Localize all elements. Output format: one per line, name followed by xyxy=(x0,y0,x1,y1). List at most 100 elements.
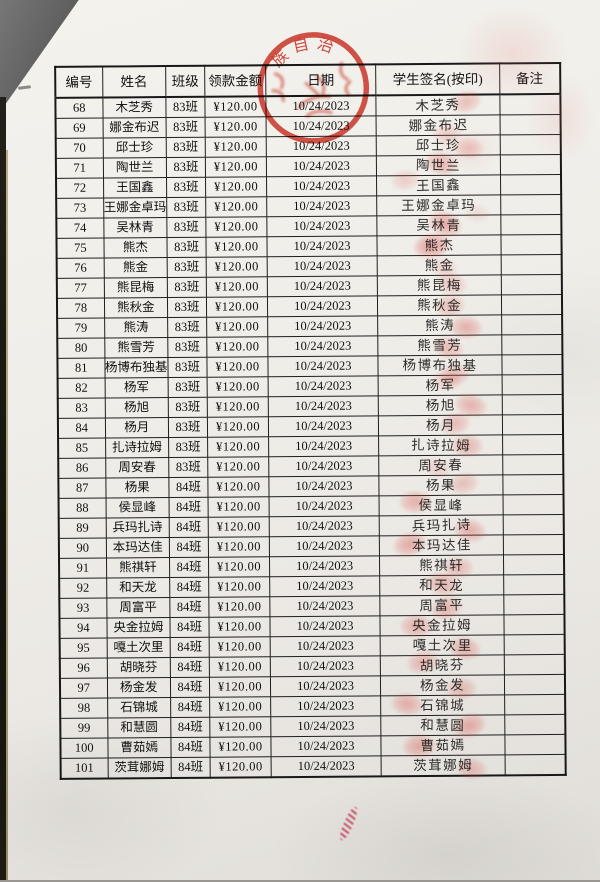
handwritten-signature: 熊昆梅 xyxy=(416,277,462,293)
cell-number: 76 xyxy=(56,258,104,279)
cell-amount: ¥120.00 xyxy=(207,416,269,438)
cell-class: 83班 xyxy=(168,417,208,438)
cell-date: 10/24/2023 xyxy=(266,215,377,237)
cell-number: 91 xyxy=(59,558,107,579)
cell-note xyxy=(501,354,563,375)
cell-amount: ¥120.00 xyxy=(204,96,267,118)
cell-amount: ¥120.00 xyxy=(208,596,270,618)
cell-class: 83班 xyxy=(167,297,207,318)
table-row: 101 茨茸娜姆 84班 ¥120.00 10/24/2023 茨茸娜姆 xyxy=(60,750,566,786)
cell-amount: ¥120.00 xyxy=(205,216,267,238)
cell-signature: 邱士珍 xyxy=(376,131,501,163)
cell-note xyxy=(504,634,565,655)
handwritten-signature: 本玛达佳 xyxy=(411,537,472,554)
cell-name: 王娜金卓玛 xyxy=(103,197,167,219)
cell-number: 78 xyxy=(56,298,105,319)
handwritten-signature: 熊秋金 xyxy=(416,297,463,314)
cell-note xyxy=(503,574,564,595)
cell-class: 83班 xyxy=(166,137,206,158)
cell-class: 83班 xyxy=(168,377,208,398)
cell-date: 10/24/2023 xyxy=(269,495,380,517)
cell-class: 84班 xyxy=(170,637,210,658)
column-header-5: 学生签名(按印) xyxy=(375,63,500,96)
cell-signature: 杨博布独基 xyxy=(377,354,503,393)
cell-date: 10/24/2023 xyxy=(269,555,380,577)
cell-signature: 熊金 xyxy=(377,253,502,282)
handwritten-signature: 杨旭 xyxy=(425,397,456,413)
cell-number: 81 xyxy=(57,358,105,379)
cell-date: 10/24/2023 xyxy=(270,635,381,657)
cell-date: 10/24/2023 xyxy=(270,695,381,717)
cell-signature: 熊雪芳 xyxy=(377,327,502,367)
cell-date: 10/24/2023 xyxy=(269,575,380,597)
cell-note xyxy=(504,734,566,755)
cell-number: 90 xyxy=(58,538,106,559)
cell-class: 84班 xyxy=(170,657,210,678)
cell-class: 84班 xyxy=(170,697,210,718)
payment-roster-table: 编号 姓名 班级 领款金额 日期 学生签名(按印) 备注 68 木芝秀 83班 ¥120.00 10… xyxy=(54,61,567,786)
cell-name: 熊金 xyxy=(103,257,168,279)
cell-amount: ¥120.00 xyxy=(205,136,267,158)
cell-amount: ¥120.00 xyxy=(205,196,267,218)
cell-number: 79 xyxy=(57,318,105,339)
cell-amount: ¥120.00 xyxy=(206,296,268,318)
handwritten-signature: 和天龙 xyxy=(419,577,465,594)
column-header-1: 姓名 xyxy=(102,66,166,98)
cell-note xyxy=(504,694,565,715)
cell-name: 周富平 xyxy=(106,597,170,619)
cell-class: 84班 xyxy=(169,617,210,638)
cell-number: 94 xyxy=(59,618,107,639)
cell-amount: ¥120.00 xyxy=(209,656,271,678)
cell-number: 89 xyxy=(58,518,106,539)
cell-date: 10/24/2023 xyxy=(269,535,380,557)
cell-signature: 熊祺轩 xyxy=(379,552,504,583)
cell-signature: 陶世兰 xyxy=(376,142,501,185)
handwritten-signature: 木芝秀 xyxy=(415,96,461,114)
cell-name: 王国鑫 xyxy=(103,177,167,199)
cell-signature: 侯显峰 xyxy=(379,486,504,517)
cell-amount: ¥120.00 xyxy=(206,316,268,338)
cell-number: 92 xyxy=(59,578,107,599)
cell-class: 83班 xyxy=(166,197,206,218)
cell-date: 10/24/2023 xyxy=(269,615,381,637)
cell-name: 杨军 xyxy=(104,377,169,399)
cell-note xyxy=(503,534,564,555)
cell-amount: ¥120.00 xyxy=(208,496,270,518)
cell-name: 侯显峰 xyxy=(105,497,170,519)
cell-note xyxy=(501,334,562,355)
cell-signature: 杨月 xyxy=(378,404,503,442)
handwritten-signature: 吴林青 xyxy=(416,217,462,233)
cell-class: 83班 xyxy=(167,337,207,358)
handwritten-signature: 王娜金卓玛 xyxy=(401,197,477,213)
cell-note xyxy=(502,394,563,415)
cell-number: 97 xyxy=(59,678,108,699)
cell-number: 100 xyxy=(60,738,108,759)
cell-signature: 嘎土次里 xyxy=(380,629,505,668)
cell-signature: 央金拉姆 xyxy=(379,609,505,642)
cell-amount: ¥120.00 xyxy=(208,576,270,598)
cell-name: 熊祺轩 xyxy=(105,557,170,579)
handwritten-signature: 胡晓芬 xyxy=(419,656,466,674)
cell-number: 101 xyxy=(60,758,108,779)
cell-class: 84班 xyxy=(170,677,210,698)
cell-signature: 杨军 xyxy=(378,366,503,396)
cell-note xyxy=(501,294,562,315)
cell-class: 83班 xyxy=(168,397,208,418)
cell-date: 10/24/2023 xyxy=(270,735,382,757)
cell-note xyxy=(503,614,565,635)
ink-smudge xyxy=(337,805,360,842)
cell-signature: 杨旭 xyxy=(378,385,503,426)
cell-signature: 熊昆梅 xyxy=(377,264,502,303)
handwritten-signature: 扎诗拉姆 xyxy=(410,437,471,454)
cell-note xyxy=(499,93,561,115)
cell-signature: 胡晓芬 xyxy=(380,641,505,682)
cell-class: 83班 xyxy=(166,177,206,198)
column-header-3: 领款金额 xyxy=(204,65,266,97)
cell-name: 熊涛 xyxy=(104,317,168,339)
cell-number: 71 xyxy=(55,158,104,179)
cell-name: 熊雪芳 xyxy=(104,337,168,359)
cell-signature: 吴林青 xyxy=(376,201,501,246)
cell-class: 84班 xyxy=(170,737,211,758)
cell-class: 84班 xyxy=(169,597,209,618)
cell-date: 10/24/2023 xyxy=(266,175,377,197)
